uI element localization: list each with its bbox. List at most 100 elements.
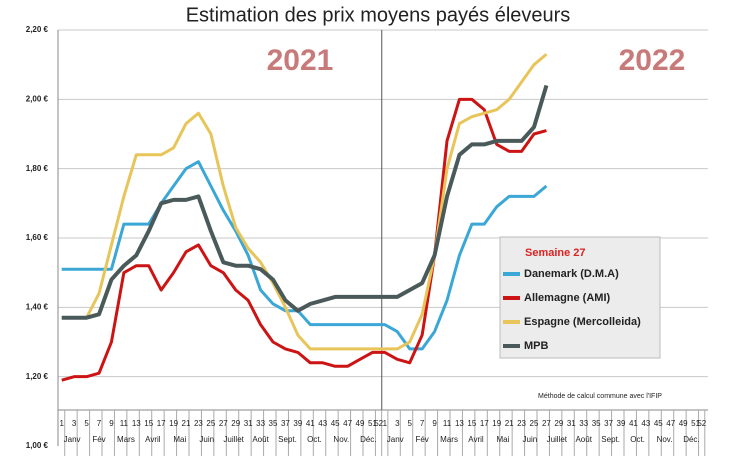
month-label: Août	[575, 435, 592, 444]
x-tick-label: 33	[256, 419, 265, 428]
x-tick-label: 23	[517, 419, 526, 428]
x-tick-label: 37	[281, 419, 290, 428]
month-label: Janv	[387, 435, 404, 444]
x-tick-label: 25	[530, 419, 539, 428]
x-tick-label: 52	[374, 419, 383, 428]
y-tick-label: 1,40 €	[26, 302, 49, 311]
x-tick-label: 49	[679, 419, 688, 428]
x-tick-label: 41	[629, 419, 638, 428]
x-tick-label: 39	[617, 419, 626, 428]
month-label: Fév	[92, 435, 105, 444]
note: Méthode de calcul commune avec l'IFIP	[538, 393, 662, 400]
month-label: Juillet	[547, 435, 568, 444]
x-tick-label: 29	[554, 419, 563, 428]
x-tick-label: 1	[383, 419, 388, 428]
x-tick-label: 52	[697, 419, 706, 428]
month-label: Août	[252, 435, 269, 444]
legend-label: Espagne (Mercolleida)	[524, 316, 641, 328]
x-tick-label: 9	[109, 419, 114, 428]
x-tick-label: 15	[467, 419, 476, 428]
month-label: Juin	[523, 435, 538, 444]
x-tick-label: 19	[492, 419, 501, 428]
legend-title: Semaine 27	[525, 247, 586, 259]
x-tick-label: 23	[194, 419, 203, 428]
month-label: Mai	[173, 435, 186, 444]
x-tick-label: 3	[72, 419, 77, 428]
series-line	[61, 160, 548, 351]
month-label: Mars	[440, 435, 458, 444]
year-label: 2021	[267, 44, 334, 77]
legend-box	[499, 236, 661, 359]
y-tick-label: 1,80 €	[26, 164, 49, 173]
chart-title: Estimation des prix moyens payés éleveur…	[186, 4, 571, 26]
x-tick-label: 27	[542, 419, 551, 428]
month-label: Juillet	[223, 435, 244, 444]
month-label: Sept.	[278, 435, 297, 444]
x-tick-label: 37	[604, 419, 613, 428]
y-tick-label: 1,20 €	[26, 372, 49, 381]
x-tick-label: 5	[84, 419, 89, 428]
month-label: Déc.	[360, 435, 376, 444]
month-label: Janv	[64, 435, 81, 444]
x-tick-label: 45	[654, 419, 663, 428]
x-tick-label: 47	[343, 419, 352, 428]
month-label: Avril	[145, 435, 161, 444]
legend-label: MPB	[524, 340, 549, 352]
legend: Semaine 27 Danemark (D.M.A) Allemagne (AMI…	[499, 236, 661, 359]
series-line	[61, 53, 548, 351]
series-line	[61, 97, 547, 382]
x-tick-label: 51	[691, 419, 700, 428]
x-tick-label: 11	[443, 419, 452, 428]
month-label: Nov.	[657, 435, 673, 444]
x-tick-label: 15	[144, 419, 153, 428]
x-tick-label: 27	[219, 419, 228, 428]
x-tick-label: 43	[318, 419, 327, 428]
x-tick-label: 49	[356, 419, 365, 428]
x-tick-label: 25	[206, 419, 215, 428]
x-tick-label: 13	[132, 419, 141, 428]
x-tick-label: 5	[407, 419, 412, 428]
y-tick-label: 1,00 €	[26, 441, 49, 450]
x-tick-label: 19	[169, 419, 178, 428]
x-tick-label: 29	[231, 419, 240, 428]
x-tick-label: 11	[120, 419, 129, 428]
x-tick-label: 3	[395, 419, 400, 428]
x-tick-label: 33	[579, 419, 588, 428]
x-tick-label: 47	[666, 419, 675, 428]
month-label: Sept.	[601, 435, 620, 444]
series-line	[61, 84, 549, 320]
x-tick-label: 1	[60, 419, 65, 428]
x-tick-label: 43	[641, 419, 650, 428]
month-label: Mars	[117, 435, 135, 444]
year-label: 2022	[619, 44, 686, 77]
x-tick-label: 17	[157, 419, 166, 428]
x-tick-label: 13	[455, 419, 464, 428]
month-label: Mai	[496, 435, 509, 444]
x-tick-label: 9	[432, 419, 437, 428]
x-tick-label: 35	[592, 419, 601, 428]
x-tick-label: 17	[480, 419, 489, 428]
x-tick-label: 31	[244, 419, 253, 428]
x-tick-label: 21	[505, 419, 514, 428]
month-label: Oct.	[630, 435, 645, 444]
legend-label: Allemagne (AMI)	[524, 292, 611, 304]
x-tick-label: 31	[567, 419, 576, 428]
x-tick-label: 51	[368, 419, 377, 428]
month-label: Oct.	[307, 435, 322, 444]
month-label: Déc.	[683, 435, 699, 444]
x-tick-label: 7	[97, 419, 102, 428]
x-tick-label: 21	[182, 419, 191, 428]
x-tick-label: 7	[420, 419, 425, 428]
month-label: Fév	[415, 435, 428, 444]
x-tick-label: 41	[306, 419, 315, 428]
x-tick-label: 45	[331, 419, 340, 428]
y-tick-label: 2,00 €	[26, 94, 49, 103]
month-label: Juin	[199, 435, 214, 444]
y-tick-label: 1,60 €	[26, 233, 49, 242]
month-label: Avril	[468, 435, 484, 444]
legend-label: Danemark (D.M.A)	[524, 268, 619, 280]
x-tick-label: 35	[269, 419, 278, 428]
x-tick-label: 39	[293, 419, 302, 428]
y-tick-label: 2,20 €	[26, 25, 49, 34]
